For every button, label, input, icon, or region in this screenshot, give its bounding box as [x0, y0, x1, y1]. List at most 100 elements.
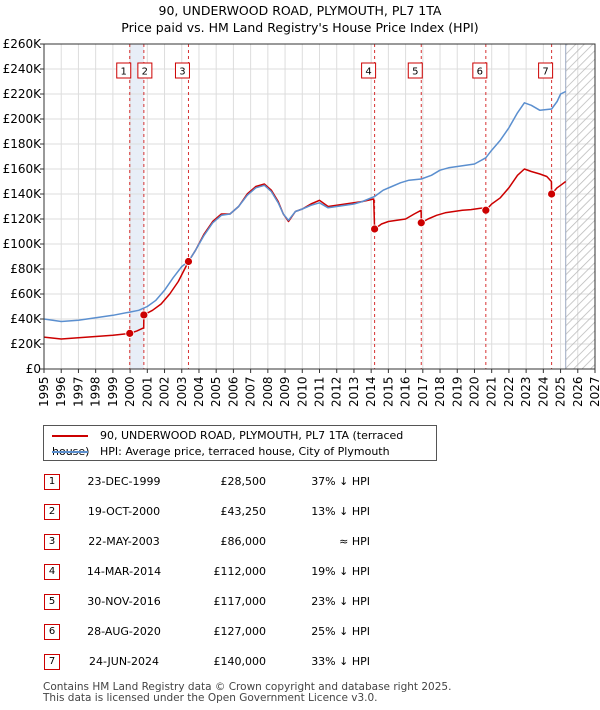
y-tick-label: £240K: [3, 62, 43, 76]
footer: Contains HM Land Registry data © Crown c…: [43, 682, 451, 704]
sale-marker-label-1: 1: [121, 67, 127, 78]
x-tick-label: 2013: [347, 376, 361, 407]
sale-point-6: [481, 205, 491, 215]
sale-number-badge: 1: [44, 474, 60, 490]
y-tick-label: £220K: [3, 87, 43, 101]
y-tick-label: £120K: [3, 212, 43, 226]
sale-hpi-diff: 23% ↓ HPI: [311, 595, 370, 608]
x-tick-label: 2022: [502, 376, 516, 407]
x-tick-label: 2002: [158, 376, 172, 407]
x-tick-label: 2025: [554, 376, 568, 407]
forecast-hatch: [565, 44, 595, 369]
title-line-2: Price paid vs. HM Land Registry's House …: [121, 20, 479, 35]
sale-date: 22-MAY-2003: [88, 535, 160, 548]
x-tick-label: 1998: [89, 376, 103, 407]
x-tick-label: 2011: [313, 376, 327, 407]
x-tick-label: 2006: [226, 376, 240, 407]
sale-marker-box-7: [538, 62, 554, 79]
y-tick-label: £60K: [10, 287, 42, 301]
sale-number-badge: 2: [44, 504, 60, 520]
sale-marker-label-5: 5: [412, 67, 418, 78]
x-tick-label: 2008: [261, 376, 275, 407]
sale-marker-box-2: [137, 62, 153, 79]
sale-price: £112,000: [213, 565, 267, 578]
y-tick-label: £20K: [10, 337, 42, 351]
legend: 90, UNDERWOOD ROAD, PLYMOUTH, PL7 1TA (t…: [43, 425, 437, 461]
table-row: 7 24-JUN-2024 £140,000 33% ↓ HPI: [44, 652, 444, 672]
table-row: 1 23-DEC-1999 £28,500 37% ↓ HPI: [44, 472, 444, 492]
price-chart: 1 2 3 4 5 6 7 £0 £20K £40K £60K £80K £100K £120K £140…: [3, 37, 600, 407]
y-tick-label: £260K: [3, 37, 43, 51]
sale-hpi-diff: 19% ↓ HPI: [311, 565, 370, 578]
sale-number-badge: 7: [44, 654, 60, 670]
x-tick-label: 1999: [106, 376, 120, 407]
x-tick-label: 2014: [364, 376, 378, 407]
x-tick-label: 2005: [209, 376, 223, 407]
sale-hpi-diff: 33% ↓ HPI: [311, 655, 370, 668]
x-tick-label: 2016: [399, 376, 413, 407]
sale-price: £28,500: [220, 475, 267, 488]
x-tick-label: 2024: [536, 376, 550, 407]
sale-price: £117,000: [213, 595, 267, 608]
sale-marker-box-1: [116, 62, 132, 79]
y-tick-label: £180K: [3, 137, 43, 151]
sale-number-badge: 3: [44, 534, 60, 550]
sale-marker-label-4: 4: [365, 67, 371, 78]
sale-marker-box-5: [407, 62, 423, 79]
chart-title: 90, UNDERWOOD ROAD, PLYMOUTH, PL7 1TA Pr…: [0, 2, 600, 36]
sale-number-badge: 6: [44, 624, 60, 640]
y-tick-label: £100K: [3, 237, 43, 251]
x-tick-label: 2003: [175, 376, 189, 407]
sale-date: 19-OCT-2000: [87, 505, 161, 518]
x-tick-label: 2010: [295, 376, 309, 407]
footer-licence: This data is licensed under the Open Gov…: [43, 692, 378, 704]
sale-point-5: [416, 218, 426, 228]
legend-label-hpi: HPI: Average price, terraced house, City…: [100, 445, 390, 458]
x-tick-label: 2004: [192, 376, 206, 407]
sale-price: £140,000: [213, 655, 267, 668]
table-row: 3 22-MAY-2003 £86,000 ≈ HPI: [44, 532, 444, 552]
legend-item-property: 90, UNDERWOOD ROAD, PLYMOUTH, PL7 1TA (t…: [52, 428, 436, 458]
sale-point-1: [125, 328, 135, 338]
sale-point-7: [547, 189, 557, 199]
footer-copyright: Contains HM Land Registry data © Crown c…: [43, 681, 452, 693]
sale-price: £86,000: [220, 535, 267, 548]
x-tick-label: 2015: [381, 376, 395, 407]
sale-marker-box-3: [174, 62, 190, 79]
sale-hpi-diff: 37% ↓ HPI: [311, 475, 370, 488]
y-tick-label: £40K: [10, 312, 42, 326]
x-tick-label: 2020: [468, 376, 482, 407]
sale-date: 14-MAR-2014: [86, 565, 162, 578]
sale-point-4: [370, 224, 380, 234]
x-tick-label: 1997: [71, 376, 85, 407]
sale-date: 28-AUG-2020: [87, 625, 161, 638]
sale-marker-label-6: 6: [477, 67, 483, 78]
x-tick-label: 2017: [416, 376, 430, 407]
legend-item-hpi: HPI: Average price, terraced house, City…: [52, 444, 390, 460]
table-row: 4 14-MAR-2014 £112,000 19% ↓ HPI: [44, 562, 444, 582]
sale-hpi-diff: 25% ↓ HPI: [311, 625, 370, 638]
table-row: 6 28-AUG-2020 £127,000 25% ↓ HPI: [44, 622, 444, 642]
legend-swatch-blue: [52, 451, 88, 453]
y-tick-label: £0: [26, 362, 41, 376]
sale-point-3: [184, 257, 193, 266]
sale-marker-label-3: 3: [179, 67, 185, 78]
x-tick-label: 1995: [37, 376, 51, 407]
y-tick-label: £80K: [10, 262, 42, 276]
table-row: 2 19-OCT-2000 £43,250 13% ↓ HPI: [44, 502, 444, 522]
x-tick-label: 1996: [54, 376, 68, 407]
y-tick-label: £160K: [3, 162, 43, 176]
x-tick-label: 2023: [519, 376, 533, 407]
sale-marker-box-6: [472, 62, 488, 79]
sale-marker-label-2: 2: [142, 67, 148, 78]
sale-number-badge: 5: [44, 594, 60, 610]
x-tick-label: 2019: [450, 376, 464, 407]
x-tick-label: 2009: [278, 376, 292, 407]
series-line-hpi: [43, 90, 567, 323]
x-tick-label: 2018: [433, 376, 447, 407]
sale-date: 24-JUN-2024: [88, 655, 160, 668]
highlight-band: [129, 44, 144, 369]
series-line-property: [43, 168, 567, 340]
sale-price: £43,250: [220, 505, 267, 518]
x-tick-label: 2027: [588, 376, 600, 407]
